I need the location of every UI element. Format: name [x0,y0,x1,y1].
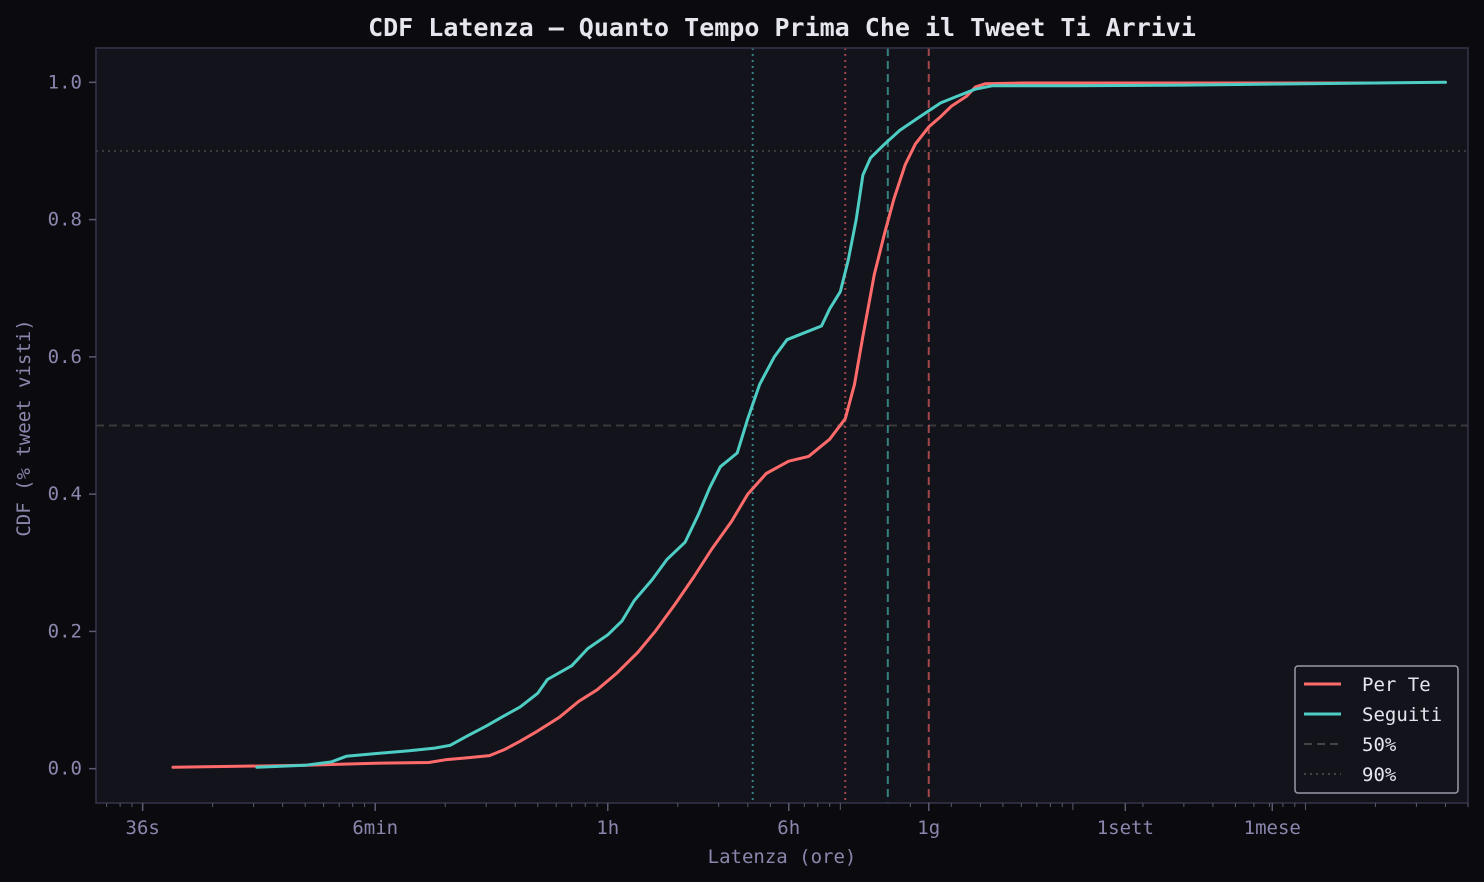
x-tick-label: 36s [126,817,160,839]
reference-lines [96,48,1468,803]
legend-label: Seguiti [1362,704,1442,726]
x-axis-label: Latenza (ore) [708,846,857,868]
y-tick-label: 0.0 [48,758,82,780]
series-layer [171,80,1447,769]
x-tick-label: 6min [352,817,398,839]
x-tick-label: 1h [596,817,619,839]
x-tick-label: 1sett [1097,817,1154,839]
x-tick-label: 6h [777,817,800,839]
y-tick-label: 0.8 [48,209,82,231]
series-line-per-te [171,81,1380,769]
y-tick-label: 0.4 [48,483,82,505]
y-tick-label: 0.2 [48,620,82,642]
legend-label: 50% [1362,734,1397,756]
y-axis-label: CDF (% tweet visti) [13,319,35,536]
x-axis: 36s 6min 1h 6h 1g 1sett 1mese [106,803,1469,839]
y-axis: 0.0 0.2 0.4 0.6 0.8 1.0 [48,71,96,780]
y-tick-label: 0.6 [48,346,82,368]
legend-box [1294,665,1459,794]
chart-title: CDF Latenza — Quanto Tempo Prima Che il … [368,13,1196,42]
legend-label: 90% [1362,764,1397,786]
legend: Per Te Seguiti 50% 90% [1294,665,1459,794]
plot-area [96,48,1468,803]
y-tick-label: 1.0 [48,71,82,93]
x-tick-label: 1mese [1244,817,1301,839]
series-line-seguiti [255,80,1447,769]
x-tick-label: 1g [917,817,940,839]
plot-border [95,47,1469,804]
legend-label: Per Te [1362,674,1431,696]
